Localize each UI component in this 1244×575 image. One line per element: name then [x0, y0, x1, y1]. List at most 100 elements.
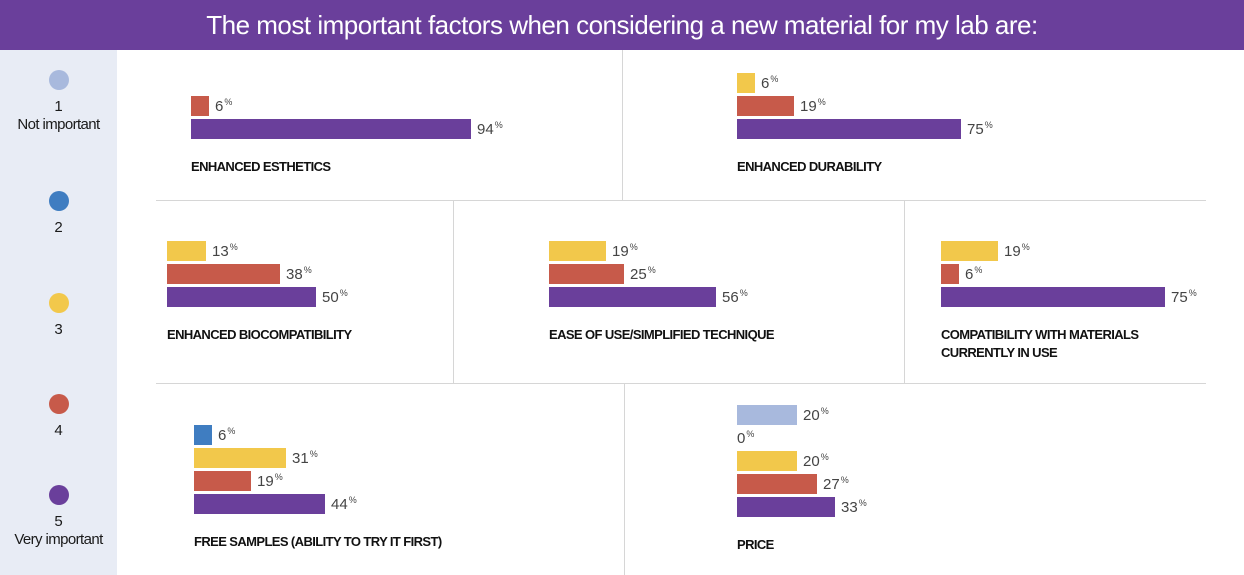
category-label-line: CURRENTLY IN USE — [941, 345, 1058, 360]
data-label-value: 6 — [965, 266, 974, 283]
legend-item-4: 4 — [0, 394, 117, 440]
bar-level-5 — [737, 497, 835, 517]
legend-description: Very important — [14, 531, 103, 548]
category-label: ENHANCED DURABILITY — [737, 158, 882, 176]
category-label: FREE SAMPLES (ABILITY TO TRY IT FIRST) — [194, 533, 442, 551]
data-label: 6% — [761, 74, 778, 92]
data-label: 20% — [803, 452, 829, 470]
bar-row-level-5: 44% — [194, 494, 357, 514]
legend-dot-3 — [48, 293, 69, 313]
legend-dot-5 — [48, 485, 69, 505]
bar-row-level-3: 13% — [167, 241, 238, 261]
bar-row-level-5: 33% — [737, 497, 867, 517]
bar-row-level-4: 27% — [737, 474, 849, 494]
bar-level-3 — [549, 241, 606, 261]
data-label-unit: % — [1021, 242, 1030, 252]
bar-level-3 — [737, 451, 797, 471]
data-label: 38% — [286, 265, 312, 283]
data-label-value: 6 — [215, 98, 224, 115]
bar-row-level-5: 75% — [737, 119, 993, 139]
data-label-value: 94 — [477, 121, 494, 138]
legend-item-1: 1 Not important — [0, 70, 117, 134]
data-label-unit: % — [739, 288, 748, 298]
data-label: 75% — [967, 120, 993, 138]
data-label-unit: % — [348, 495, 357, 505]
legend-dot-1 — [48, 70, 69, 90]
panel-ease-of-use: 19% 25% 56% EASE OF USE/SIMPLIFIED TECHNIQU… — [549, 241, 879, 361]
category-label-line: COMPATIBILITY WITH MATERIALS — [941, 327, 1139, 342]
bar-row-level-2: 6% — [194, 425, 235, 445]
panel-enhanced-biocompatibility: 13% 38% 50% ENHANCED BIOCOMPATIBILITY — [167, 241, 447, 361]
data-label-unit: % — [1188, 288, 1197, 298]
bar-row-level-3: 19% — [549, 241, 638, 261]
bar-row-level-5: 94% — [191, 119, 503, 139]
bar-level-4 — [191, 96, 209, 116]
legend: 1 Not important 2 3 4 5 Very important — [0, 50, 117, 575]
data-label: 19% — [257, 472, 283, 490]
data-label-unit: % — [494, 120, 503, 130]
panel-compatibility-with-materials: 19% 6% 75% COMPATIBILITY WITH MATERIALS CURR… — [941, 241, 1241, 371]
bar-level-4 — [737, 474, 817, 494]
bar-row-level-5: 56% — [549, 287, 748, 307]
data-label-unit: % — [974, 265, 983, 275]
bar-level-3 — [167, 241, 206, 261]
bar-level-4 — [737, 96, 794, 116]
data-label: 44% — [331, 495, 357, 513]
bar-level-4 — [167, 264, 280, 284]
data-label: 19% — [612, 242, 638, 260]
bar-row-level-4: 6% — [941, 264, 982, 284]
legend-number: 3 — [54, 321, 63, 338]
chart-title: The most important factors when consider… — [0, 0, 1244, 50]
data-label-unit: % — [227, 426, 236, 436]
bar-level-3 — [194, 448, 286, 468]
bar-row-level-3: 6% — [737, 73, 778, 93]
data-label: 19% — [800, 97, 826, 115]
data-label-unit: % — [770, 74, 779, 84]
divider-vertical-mid-1 — [453, 201, 454, 383]
bar-level-4 — [941, 264, 959, 284]
bar-level-5 — [549, 287, 716, 307]
legend-item-5: 5 Very important — [0, 485, 117, 549]
data-label-value: 19 — [1004, 243, 1021, 260]
bar-row-level-4: 19% — [194, 471, 283, 491]
legend-dot-4 — [48, 394, 69, 414]
category-label-line: ENHANCED DURABILITY — [737, 159, 882, 174]
data-label-unit: % — [629, 242, 638, 252]
data-label-value: 50 — [322, 289, 339, 306]
divider-vertical-top — [622, 50, 623, 200]
bar-level-4 — [194, 471, 251, 491]
bar-level-1 — [737, 405, 797, 425]
data-label-value: 33 — [841, 499, 858, 516]
bar-row-level-3: 31% — [194, 448, 318, 468]
bar-level-5 — [194, 494, 325, 514]
legend-number: 5 — [54, 513, 63, 530]
data-label-value: 38 — [286, 266, 303, 283]
bar-level-5 — [191, 119, 471, 139]
data-label-value: 6 — [218, 427, 227, 444]
data-label-unit: % — [303, 265, 312, 275]
data-label-unit: % — [647, 265, 656, 275]
bar-row-level-3: 20% — [737, 451, 829, 471]
data-label-value: 20 — [803, 407, 820, 424]
data-label-unit: % — [229, 242, 238, 252]
data-label: 0% — [737, 429, 754, 447]
data-label: 27% — [823, 475, 849, 493]
category-label-line: PRICE — [737, 537, 774, 552]
data-label-unit: % — [817, 97, 826, 107]
data-label-unit: % — [339, 288, 348, 298]
category-label: ENHANCED ESTHETICS — [191, 158, 331, 176]
data-label-value: 20 — [803, 453, 820, 470]
data-label: 6% — [218, 426, 235, 444]
data-label: 6% — [215, 97, 232, 115]
data-label: 20% — [803, 406, 829, 424]
data-label-value: 75 — [967, 121, 984, 138]
data-label: 6% — [965, 265, 982, 283]
divider-vertical-bottom — [624, 384, 625, 575]
data-label: 19% — [1004, 242, 1030, 260]
data-label-unit: % — [746, 429, 755, 439]
category-label-line: FREE SAMPLES (ABILITY TO TRY IT FIRST) — [194, 534, 442, 549]
category-label: COMPATIBILITY WITH MATERIALS CURRENTLY IN… — [941, 326, 1139, 362]
bar-level-2 — [194, 425, 212, 445]
legend-description: Not important — [17, 116, 100, 133]
category-label: PRICE — [737, 536, 774, 554]
